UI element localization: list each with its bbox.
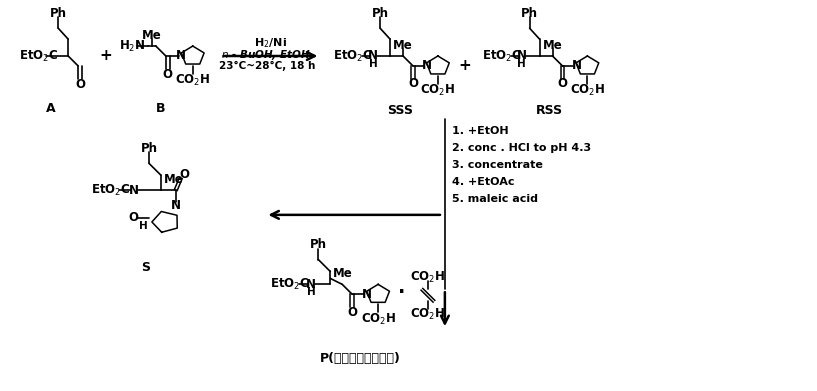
Text: 1. +EtOH: 1. +EtOH (452, 126, 508, 136)
Text: +: + (100, 48, 113, 63)
Text: O: O (163, 68, 173, 81)
Text: O: O (408, 77, 418, 90)
Text: CO$_2$H: CO$_2$H (410, 270, 445, 285)
Text: 2. conc . HCl to pH 4.3: 2. conc . HCl to pH 4.3 (452, 143, 591, 153)
Text: N: N (129, 183, 139, 197)
Text: Ph: Ph (372, 7, 389, 20)
Text: CO$_2$H: CO$_2$H (410, 307, 445, 322)
Text: CO$_2$H: CO$_2$H (569, 83, 605, 98)
Text: 5. maleic acid: 5. maleic acid (452, 194, 538, 204)
Text: CO$_2$H: CO$_2$H (360, 312, 395, 326)
Text: EtO$_2$C: EtO$_2$C (91, 183, 131, 197)
Text: P(依那普利马来酸盐): P(依那普利马来酸盐) (319, 352, 400, 365)
Text: Me: Me (393, 39, 413, 52)
Text: H: H (307, 287, 315, 297)
Text: O: O (557, 77, 568, 90)
Text: Me: Me (164, 172, 184, 186)
Text: Ph: Ph (50, 7, 67, 20)
Text: Ph: Ph (310, 238, 327, 251)
Text: N: N (306, 278, 316, 291)
Text: EtO$_2$C: EtO$_2$C (333, 48, 373, 64)
Text: B: B (156, 102, 166, 115)
Text: O: O (347, 306, 357, 319)
Text: H: H (139, 221, 147, 231)
Text: EtO$_2$C: EtO$_2$C (20, 48, 59, 64)
Text: N: N (368, 50, 378, 63)
Text: ·: · (399, 283, 406, 302)
Text: H$_2$N: H$_2$N (119, 39, 145, 54)
Text: $n$ - BuOH, EtOH: $n$ - BuOH, EtOH (221, 48, 310, 62)
Text: N: N (362, 288, 372, 301)
Text: Me: Me (142, 29, 162, 42)
Text: CO$_2$H: CO$_2$H (421, 83, 455, 98)
Text: H: H (517, 59, 526, 69)
Text: SSS: SSS (387, 104, 413, 117)
Text: N: N (516, 50, 527, 63)
Text: Ph: Ph (521, 7, 538, 20)
Text: 3. concentrate: 3. concentrate (452, 160, 542, 170)
Text: RSS: RSS (536, 104, 563, 117)
Text: N: N (171, 199, 181, 212)
Text: H: H (368, 59, 377, 69)
Text: Me: Me (542, 39, 562, 52)
Text: Ph: Ph (141, 142, 158, 155)
Text: N: N (571, 59, 582, 72)
Text: A: A (47, 102, 56, 115)
Text: Me: Me (333, 267, 353, 280)
Text: 4. +EtOAc: 4. +EtOAc (452, 177, 515, 187)
Text: CO$_2$H: CO$_2$H (175, 73, 210, 88)
Text: +: + (458, 58, 471, 74)
Text: O: O (75, 78, 85, 91)
Text: EtO$_2$C: EtO$_2$C (270, 277, 310, 292)
Text: 23°C~28°C, 18 h: 23°C~28°C, 18 h (219, 61, 315, 71)
Text: N: N (422, 59, 432, 72)
Text: S: S (141, 261, 150, 274)
Text: EtO$_2$C: EtO$_2$C (482, 48, 521, 64)
Text: H$_2$/Ni: H$_2$/Ni (254, 36, 287, 50)
Text: N: N (176, 50, 185, 63)
Text: O: O (128, 212, 138, 224)
Text: O: O (180, 168, 190, 181)
